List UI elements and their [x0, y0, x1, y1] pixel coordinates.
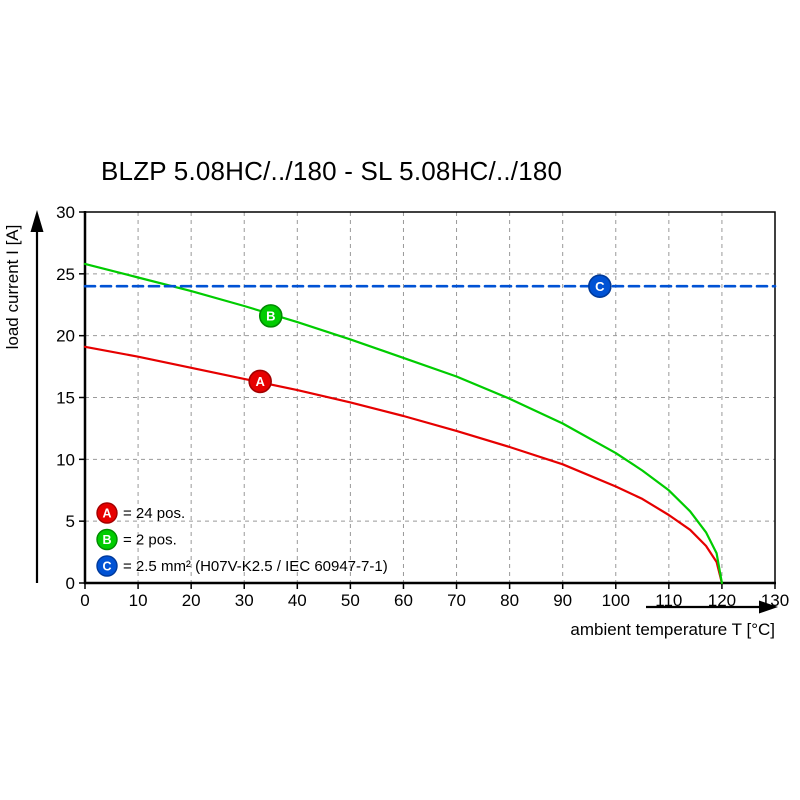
y-tick-label-30: 30 — [56, 203, 75, 222]
series-A-marker-letter: A — [255, 374, 265, 389]
y-tick-label-10: 10 — [56, 450, 75, 469]
x-tick-label-100: 100 — [602, 591, 630, 610]
series-A-marker — [248, 369, 272, 394]
legend-marker-letter-C: C — [102, 559, 111, 573]
x-tick-label-20: 20 — [182, 591, 201, 610]
legend-marker-B — [96, 528, 118, 551]
x-tick-label-10: 10 — [129, 591, 148, 610]
x-tick-label-80: 80 — [500, 591, 519, 610]
y-tick-label-25: 25 — [56, 265, 75, 284]
series-A-line — [83, 345, 724, 585]
x-tick-label-30: 30 — [235, 591, 254, 610]
legend-marker-letter-A: A — [102, 506, 111, 520]
series-B-marker — [258, 304, 283, 328]
legend-label-A: = 24 pos. — [123, 505, 185, 522]
series-B-line — [83, 262, 724, 585]
x-tick-label-120: 120 — [708, 591, 736, 610]
y-tick-label-5: 5 — [66, 512, 75, 531]
series-C-marker-letter: C — [595, 279, 605, 294]
legend-label-C: = 2.5 mm² (H07V-K2.5 / IEC 60947-7-1) — [123, 558, 388, 575]
legend-marker-A — [96, 502, 118, 524]
legend-marker-C — [96, 555, 118, 577]
x-tick-label-70: 70 — [447, 591, 466, 610]
legend-marker-letter-B: B — [102, 533, 111, 547]
y-tick-label-0: 0 — [66, 574, 75, 593]
x-axis-arrow-head — [759, 600, 778, 614]
y-tick-label-15: 15 — [56, 389, 75, 408]
x-tick-label-50: 50 — [341, 591, 360, 610]
legend-label-B: = 2 pos. — [123, 532, 177, 549]
series-C-marker — [588, 274, 612, 299]
series-B-marker-letter: B — [266, 308, 275, 323]
x-tick-label-110: 110 — [655, 591, 682, 610]
x-axis-label: ambient temperature T [°C] — [570, 620, 775, 639]
x-tick-label-90: 90 — [553, 591, 572, 610]
x-tick-label-40: 40 — [288, 591, 307, 610]
y-tick-label-20: 20 — [56, 327, 75, 346]
chart-title: BLZP 5.08HC/../180 - SL 5.08HC/../180 — [101, 156, 563, 186]
y-axis-arrow-head — [30, 210, 44, 232]
x-tick-label-0: 0 — [80, 591, 89, 610]
x-tick-label-60: 60 — [394, 591, 413, 610]
